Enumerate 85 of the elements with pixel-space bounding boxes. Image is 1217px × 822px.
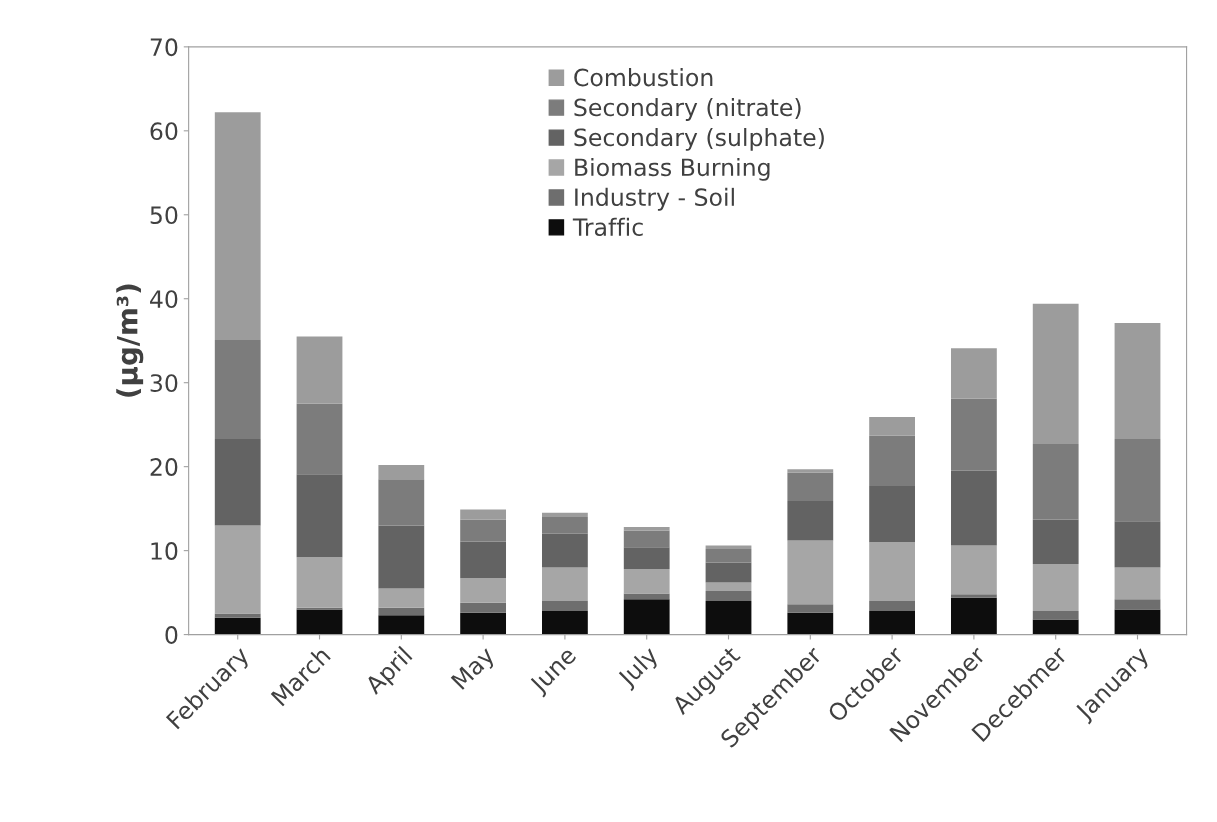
bar xyxy=(705,548,752,563)
bar xyxy=(1114,567,1161,600)
bar xyxy=(214,617,261,635)
bar xyxy=(460,602,507,613)
bar xyxy=(623,547,670,570)
bar xyxy=(787,501,834,541)
bar xyxy=(214,613,261,618)
bar xyxy=(951,470,997,546)
y-tick-label: 0 xyxy=(165,626,178,644)
legend-label: Secondary (sulphate) xyxy=(574,127,824,151)
bar xyxy=(869,542,915,601)
bar xyxy=(460,509,507,520)
y-tick-label: 40 xyxy=(150,290,178,309)
y-axis-title: (μg/m³) xyxy=(116,284,144,397)
bar xyxy=(1032,611,1079,620)
y-tick-label: 70 xyxy=(150,38,178,57)
bar xyxy=(1032,619,1079,635)
bar xyxy=(378,588,425,608)
bar xyxy=(542,512,588,518)
bar xyxy=(623,599,670,635)
bar xyxy=(869,611,915,635)
bar xyxy=(1114,599,1161,610)
bar xyxy=(705,590,752,601)
bar xyxy=(623,530,670,548)
bar xyxy=(214,438,261,526)
bar xyxy=(214,112,261,340)
bar xyxy=(1114,438,1161,522)
bar xyxy=(951,348,997,399)
bar xyxy=(1114,521,1161,568)
legend-label: Combustion xyxy=(574,68,713,87)
y-tick-label: 10 xyxy=(151,542,178,560)
bar xyxy=(214,525,261,614)
bar xyxy=(460,578,507,603)
bar xyxy=(623,593,670,600)
bar xyxy=(787,604,834,613)
y-tick-label: 50 xyxy=(150,206,178,225)
bar xyxy=(460,519,507,542)
legend-label: Industry - Soil xyxy=(575,187,734,211)
bar xyxy=(705,562,752,583)
y-tick-label: 30 xyxy=(150,374,178,393)
bar xyxy=(1032,303,1079,444)
legend-label: Biomass Burning xyxy=(575,157,770,181)
bar xyxy=(1114,609,1161,635)
bar xyxy=(705,582,752,591)
bar xyxy=(787,472,834,502)
bar xyxy=(951,398,997,471)
bar xyxy=(869,435,915,486)
bar xyxy=(378,615,425,635)
bar xyxy=(296,609,343,635)
bar xyxy=(787,540,834,605)
bar xyxy=(787,612,834,635)
bar xyxy=(951,594,997,598)
y-tick-label: 20 xyxy=(150,458,178,476)
bar xyxy=(1032,564,1079,612)
bar xyxy=(296,557,343,608)
bar xyxy=(542,567,588,601)
bar xyxy=(460,541,507,579)
bar xyxy=(542,517,588,534)
bar xyxy=(705,601,752,635)
bar xyxy=(951,545,997,595)
bar xyxy=(378,525,425,589)
bar xyxy=(869,417,915,436)
bar xyxy=(296,474,343,558)
bar xyxy=(460,612,507,635)
y-tick-label: 60 xyxy=(150,122,178,141)
bar xyxy=(214,339,261,439)
bar xyxy=(623,569,670,594)
bar xyxy=(296,403,343,475)
bar xyxy=(1032,443,1079,520)
bar xyxy=(869,485,915,543)
bar xyxy=(623,527,670,531)
bar xyxy=(1032,519,1079,565)
bar xyxy=(542,611,588,635)
bar xyxy=(378,607,425,616)
bar xyxy=(1114,323,1161,439)
bar xyxy=(378,464,425,480)
bar xyxy=(869,601,915,612)
bar xyxy=(378,479,425,526)
bar xyxy=(951,597,997,635)
bar xyxy=(542,601,588,612)
bar xyxy=(542,533,588,568)
bar xyxy=(787,469,834,473)
legend-label: Traffic xyxy=(572,217,643,237)
bar xyxy=(296,336,343,404)
legend-label: Secondary (nitrate) xyxy=(574,98,801,121)
